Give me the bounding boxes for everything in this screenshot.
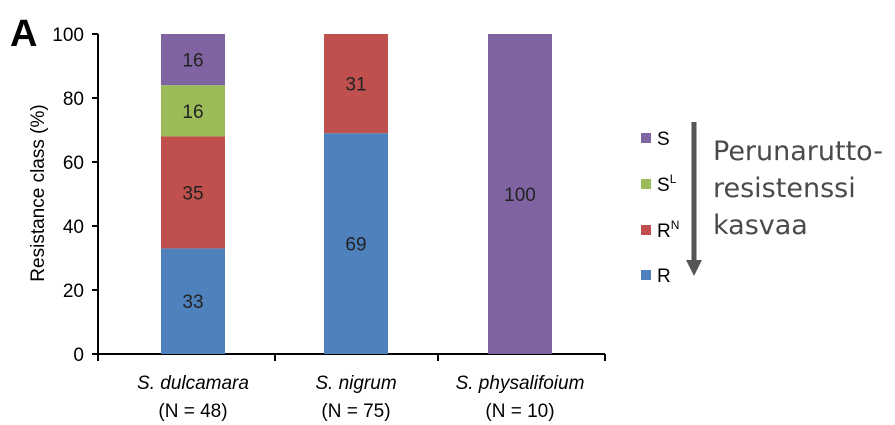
data-label: 100 [504,185,536,206]
y-tick-label: 100 [52,25,84,46]
bar-segment-rn-2 [324,34,388,134]
bar-segment-s-1 [161,34,225,86]
y-tick-label: 80 [63,89,84,110]
x-category-count: (N = 48) [158,401,227,422]
annotation-line-2: resistenssi [713,173,856,204]
bar-segment-s-3 [488,34,552,354]
legend-swatch [641,133,651,143]
data-label: 16 [182,102,203,123]
annotation-line-1: Perunarutto- [713,136,883,167]
legend-label-main: S [657,175,670,196]
legend-swatch [641,270,651,280]
legend-label-main: S [657,129,670,150]
x-category-label: S. dulcamara [137,373,249,394]
annotation-text: Perunarutto- resistenssi kasvaa [713,136,892,241]
x-category-label: S. physalifoium [456,373,585,394]
data-label: 16 [182,51,203,72]
bar-segment-r-1 [161,248,225,354]
legend-label: RN [657,218,679,242]
x-category-count: (N = 75) [321,401,390,422]
x-category-label: S. nigrum [315,373,396,394]
data-label: 69 [345,235,366,256]
legend-label: S [657,129,670,150]
legend-label-main: R [657,266,671,287]
bar-segment-rn-1 [161,136,225,249]
y-tick-label: 20 [63,281,84,302]
y-tick-label: 0 [73,345,84,366]
data-label: 33 [182,292,203,313]
y-axis-title: Resistance class (%) [28,104,49,281]
annotation-line-3: kasvaa [713,210,808,241]
y-tick-label: 60 [63,153,84,174]
panel-letter: A [10,13,37,55]
data-label: 35 [182,183,203,204]
x-category-count: (N = 10) [485,401,554,422]
bar-segment-sl-1 [161,85,225,137]
plot-area: 0 20 40 60 80 100 33 35 16 16 S. dulcamara (N = 48)… [52,25,606,422]
data-label: 31 [345,75,366,96]
bar-segment-r-2 [324,133,388,354]
legend-label: SL [657,172,677,196]
legend-swatch [641,179,651,189]
legend-label: R [657,266,671,287]
legend-label-sup: N [671,218,680,232]
legend-label-main: R [657,221,671,242]
legend-label-sup: L [670,172,677,186]
legend-swatch [641,225,651,235]
y-tick-label: 40 [63,217,84,238]
trend-arrow [686,122,702,276]
